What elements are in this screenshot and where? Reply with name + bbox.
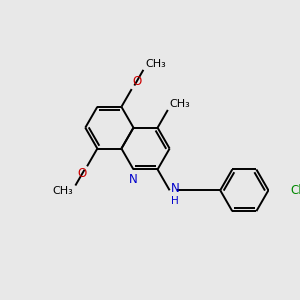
- Text: N: N: [170, 182, 179, 195]
- Text: O: O: [77, 167, 86, 180]
- Text: H: H: [170, 196, 178, 206]
- Text: N: N: [129, 173, 138, 186]
- Text: CH₃: CH₃: [145, 59, 166, 69]
- Text: CH₃: CH₃: [169, 99, 190, 109]
- Text: Cl: Cl: [291, 184, 300, 197]
- Text: CH₃: CH₃: [53, 186, 74, 197]
- Text: O: O: [133, 75, 142, 88]
